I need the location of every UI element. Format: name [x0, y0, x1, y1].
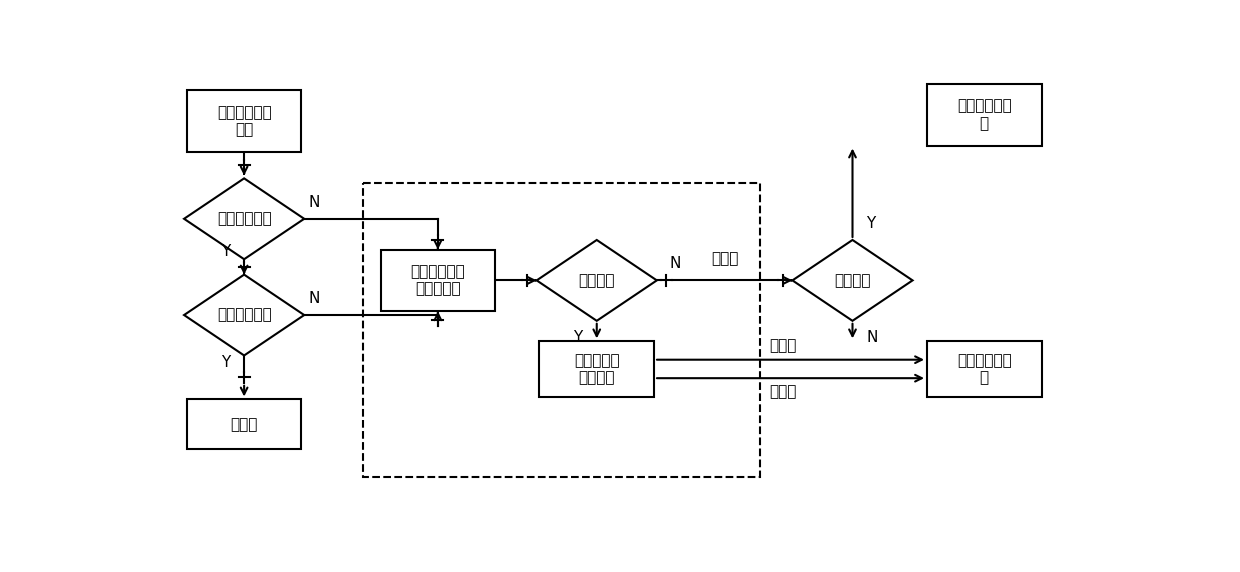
Text: 标记信道为
已被占用: 标记信道为 已被占用	[574, 353, 620, 385]
Text: 存在重叠: 存在重叠	[579, 273, 615, 288]
Text: Y: Y	[867, 216, 875, 231]
FancyBboxPatch shape	[926, 84, 1042, 146]
FancyBboxPatch shape	[381, 249, 495, 311]
Text: 更新队列尾部
项: 更新队列尾部 项	[957, 353, 1012, 385]
Text: 队列已满: 队列已满	[835, 273, 870, 288]
Text: N: N	[308, 194, 320, 209]
FancyBboxPatch shape	[187, 399, 301, 450]
Text: N: N	[867, 330, 878, 345]
Polygon shape	[792, 240, 913, 321]
Text: 当前帧已更新: 当前帧已更新	[217, 211, 272, 227]
Text: 未占用: 未占用	[769, 384, 796, 399]
Text: 更新信道负载
统计: 更新信道负载 统计	[217, 105, 272, 137]
Polygon shape	[537, 240, 657, 321]
Text: 当前帧被占用: 当前帧被占用	[217, 308, 272, 323]
Text: 根据频点和时
间判断重叠: 根据频点和时 间判断重叠	[410, 264, 465, 297]
Text: N: N	[308, 291, 320, 306]
Text: N: N	[670, 256, 681, 271]
Polygon shape	[184, 178, 304, 259]
Text: 不更新: 不更新	[231, 417, 258, 432]
Text: Y: Y	[574, 330, 583, 345]
Text: Y: Y	[221, 244, 231, 259]
FancyBboxPatch shape	[539, 341, 655, 396]
Text: 已更新: 已更新	[769, 339, 796, 353]
Text: Y: Y	[221, 355, 231, 370]
Text: 未更新: 未更新	[711, 252, 738, 267]
Text: 覆盖队列头部
项: 覆盖队列头部 项	[957, 98, 1012, 131]
Bar	[363, 182, 759, 476]
FancyBboxPatch shape	[926, 341, 1042, 396]
FancyBboxPatch shape	[187, 90, 301, 152]
Polygon shape	[184, 275, 304, 355]
